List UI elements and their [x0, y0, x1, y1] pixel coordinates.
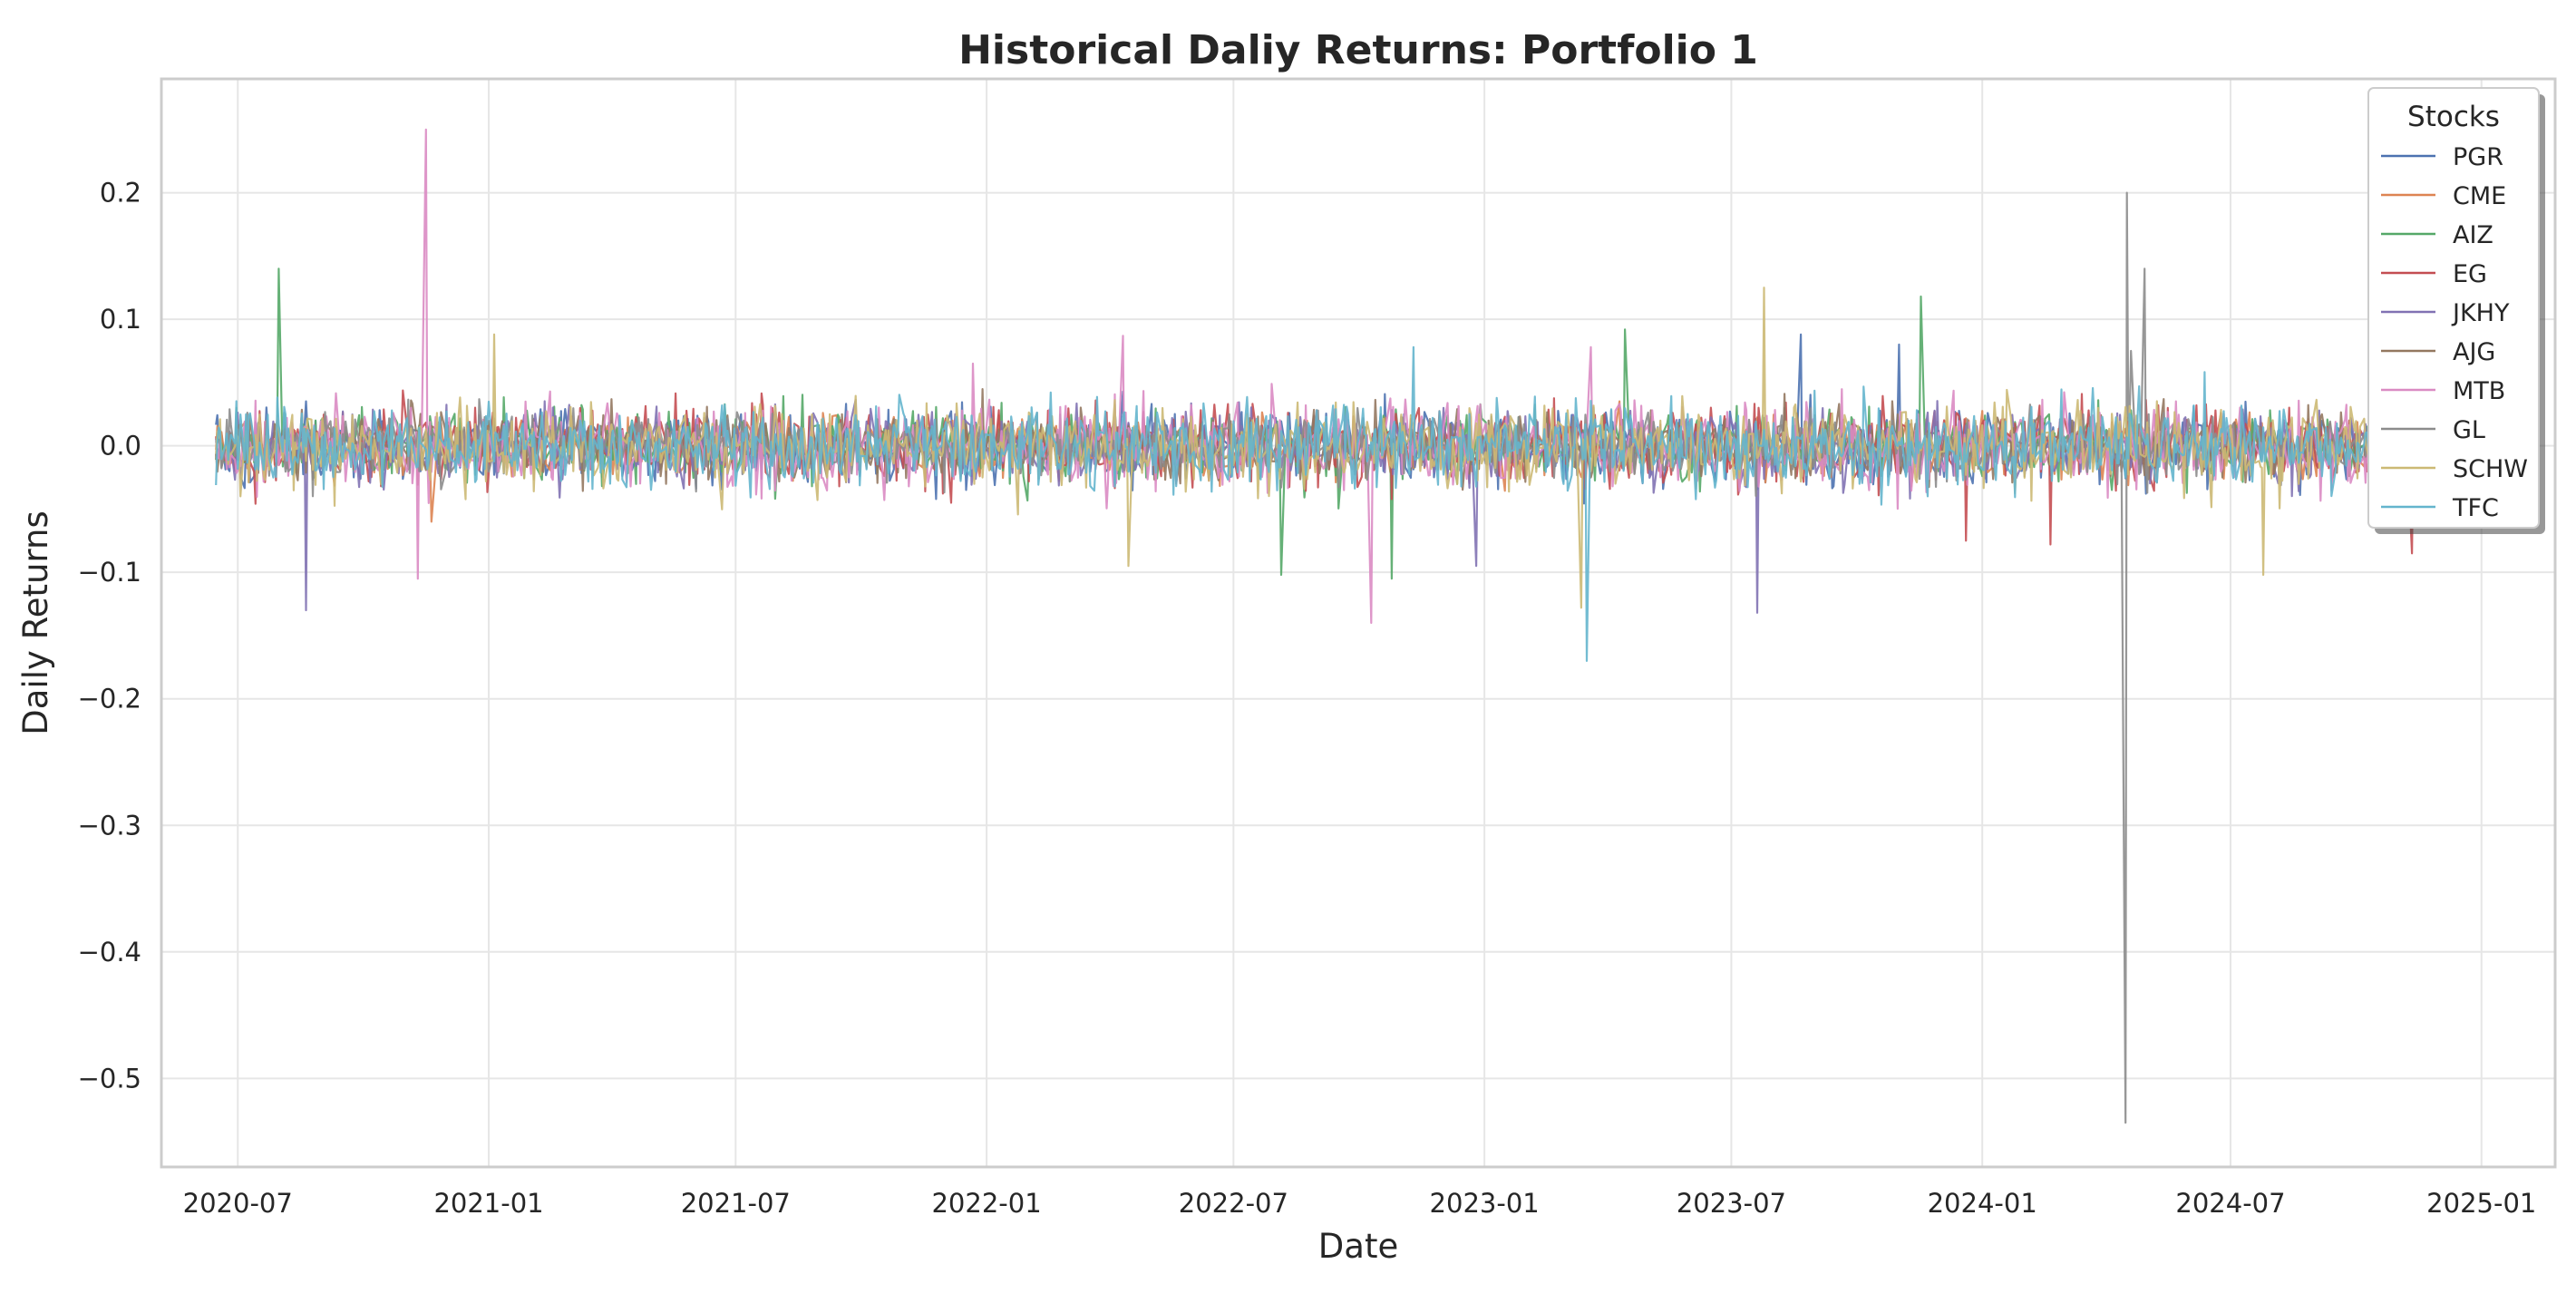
legend-label-ajg: AJG [2453, 338, 2495, 366]
legend-title: Stocks [2407, 101, 2500, 133]
series-layer [215, 128, 2428, 1124]
y-tick-label: −0.5 [78, 1063, 141, 1094]
legend-label-eg: EG [2453, 260, 2487, 288]
legend-box [2367, 87, 2540, 529]
x-tick-label: 2021-07 [681, 1188, 791, 1219]
x-tick-label: 2021-01 [433, 1188, 543, 1219]
y-tick-label: 0.1 [100, 304, 141, 335]
legend-label-schw: SCHW [2453, 455, 2528, 483]
y-tick-label: −0.2 [78, 684, 141, 715]
tick-layer: 2020-07 2021-01 2021-07 2022-01 2022-07 2023-… [78, 178, 2537, 1219]
y-tick-label: 0.0 [100, 431, 141, 462]
legend-label-aiz: AIZ [2453, 221, 2493, 249]
legend-label-gl: GL [2453, 416, 2485, 444]
legend-label-mtb: MTB [2453, 377, 2505, 405]
legend-label-pgr: PGR [2453, 143, 2503, 171]
x-tick-label: 2024-01 [1928, 1188, 2037, 1219]
legend-label-tfc: TFC [2452, 494, 2499, 522]
plot-frame [160, 77, 2557, 1169]
series-line-tfc [215, 345, 2428, 662]
y-axis-label: Daily Returns [16, 510, 55, 734]
y-tick-label: −0.3 [78, 810, 141, 841]
y-tick-label: −0.4 [78, 937, 141, 967]
x-tick-label: 2025-01 [2426, 1188, 2536, 1219]
x-tick-label: 2024-07 [2175, 1188, 2285, 1219]
legend: Stocks PGR CME AIZ EG JKHY AJG MTB GL SCHW TFC [2367, 87, 2545, 534]
legend-items: PGR CME AIZ EG JKHY AJG MTB GL SCHW TFC [2381, 143, 2528, 522]
x-tick-label: 2023-01 [1430, 1188, 1540, 1219]
legend-label-jkhy: JKHY [2451, 299, 2510, 327]
x-tick-label: 2020-07 [183, 1188, 293, 1219]
y-tick-label: 0.2 [100, 178, 141, 209]
x-tick-label: 2022-01 [931, 1188, 1041, 1219]
x-tick-label: 2023-07 [1677, 1188, 1786, 1219]
chart-title: Historical Daliy Returns: Portfolio 1 [958, 27, 1758, 73]
x-axis-label: Date [1318, 1227, 1398, 1266]
x-tick-label: 2022-07 [1179, 1188, 1288, 1219]
legend-label-cme: CME [2453, 182, 2506, 210]
y-tick-label: −0.1 [78, 557, 141, 588]
